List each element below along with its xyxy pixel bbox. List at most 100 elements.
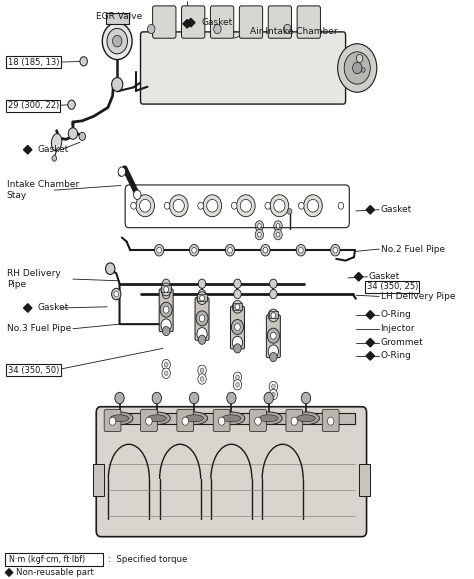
FancyBboxPatch shape bbox=[239, 6, 263, 38]
Circle shape bbox=[299, 247, 303, 253]
FancyBboxPatch shape bbox=[140, 32, 346, 104]
Circle shape bbox=[118, 167, 126, 176]
Circle shape bbox=[236, 383, 239, 387]
FancyBboxPatch shape bbox=[195, 298, 209, 340]
Ellipse shape bbox=[181, 412, 208, 424]
Circle shape bbox=[197, 292, 207, 305]
Ellipse shape bbox=[52, 134, 62, 151]
Circle shape bbox=[276, 223, 280, 228]
Circle shape bbox=[152, 393, 162, 404]
FancyBboxPatch shape bbox=[266, 315, 280, 358]
Circle shape bbox=[255, 229, 264, 240]
Circle shape bbox=[236, 375, 239, 380]
Circle shape bbox=[161, 283, 171, 296]
Polygon shape bbox=[355, 273, 363, 281]
Circle shape bbox=[198, 335, 206, 345]
FancyBboxPatch shape bbox=[286, 409, 303, 431]
Polygon shape bbox=[183, 20, 191, 28]
Circle shape bbox=[164, 202, 170, 209]
Circle shape bbox=[157, 247, 162, 253]
Circle shape bbox=[268, 309, 278, 322]
FancyBboxPatch shape bbox=[213, 409, 230, 431]
Text: 34 (350, 50): 34 (350, 50) bbox=[8, 366, 59, 375]
Text: Gasket: Gasket bbox=[381, 206, 412, 214]
Text: No.3 Fuel Pipe: No.3 Fuel Pipe bbox=[7, 324, 71, 334]
Polygon shape bbox=[366, 338, 374, 347]
Circle shape bbox=[164, 287, 168, 292]
FancyBboxPatch shape bbox=[250, 409, 266, 431]
Circle shape bbox=[235, 304, 240, 310]
Circle shape bbox=[353, 62, 362, 74]
Circle shape bbox=[164, 306, 169, 313]
Circle shape bbox=[272, 393, 275, 397]
FancyBboxPatch shape bbox=[268, 6, 292, 38]
Text: No.2 Fuel Pipe: No.2 Fuel Pipe bbox=[381, 244, 445, 254]
Polygon shape bbox=[5, 569, 13, 576]
Text: N·m (kgf·cm, ft·lbf): N·m (kgf·cm, ft·lbf) bbox=[9, 555, 85, 564]
Circle shape bbox=[164, 371, 168, 376]
Circle shape bbox=[257, 223, 261, 228]
Circle shape bbox=[231, 320, 244, 335]
Circle shape bbox=[231, 202, 237, 209]
Circle shape bbox=[200, 295, 204, 301]
Circle shape bbox=[162, 360, 170, 370]
Circle shape bbox=[270, 290, 277, 299]
Circle shape bbox=[198, 365, 206, 376]
Ellipse shape bbox=[143, 412, 170, 424]
Circle shape bbox=[199, 315, 205, 322]
Text: Injector: Injector bbox=[381, 324, 415, 334]
Circle shape bbox=[164, 362, 168, 367]
Circle shape bbox=[196, 311, 208, 326]
Circle shape bbox=[269, 390, 278, 400]
Circle shape bbox=[52, 156, 56, 162]
Text: Grommet: Grommet bbox=[381, 338, 423, 347]
Circle shape bbox=[162, 368, 170, 379]
Circle shape bbox=[115, 393, 124, 404]
Polygon shape bbox=[366, 351, 374, 360]
Circle shape bbox=[255, 221, 264, 231]
Ellipse shape bbox=[297, 415, 315, 422]
Circle shape bbox=[161, 319, 171, 332]
Text: RH Delivery
Pipe: RH Delivery Pipe bbox=[7, 269, 61, 289]
Ellipse shape bbox=[255, 412, 282, 424]
Circle shape bbox=[272, 384, 275, 389]
FancyBboxPatch shape bbox=[230, 306, 245, 349]
Circle shape bbox=[337, 44, 377, 92]
Text: O-Ring: O-Ring bbox=[381, 351, 411, 360]
Ellipse shape bbox=[169, 195, 188, 217]
Circle shape bbox=[147, 24, 155, 34]
Circle shape bbox=[200, 368, 204, 373]
Circle shape bbox=[197, 328, 207, 340]
Text: Non-reusable part: Non-reusable part bbox=[16, 568, 93, 577]
Circle shape bbox=[80, 57, 87, 66]
Ellipse shape bbox=[304, 195, 322, 217]
Circle shape bbox=[163, 290, 170, 299]
Ellipse shape bbox=[292, 412, 319, 424]
Circle shape bbox=[261, 244, 270, 256]
Ellipse shape bbox=[110, 415, 129, 422]
Circle shape bbox=[68, 128, 78, 140]
FancyBboxPatch shape bbox=[140, 409, 157, 431]
Circle shape bbox=[102, 23, 132, 60]
Ellipse shape bbox=[139, 199, 151, 212]
Bar bbox=[197, 294, 207, 301]
Circle shape bbox=[228, 247, 232, 253]
Bar bbox=[162, 285, 171, 292]
FancyBboxPatch shape bbox=[177, 409, 194, 431]
Circle shape bbox=[328, 417, 334, 425]
FancyBboxPatch shape bbox=[153, 6, 176, 38]
Circle shape bbox=[155, 244, 164, 256]
Circle shape bbox=[198, 202, 203, 209]
Circle shape bbox=[233, 372, 242, 383]
Circle shape bbox=[356, 54, 363, 63]
Polygon shape bbox=[187, 19, 195, 27]
Circle shape bbox=[338, 202, 344, 209]
FancyBboxPatch shape bbox=[159, 289, 173, 332]
Circle shape bbox=[131, 202, 137, 209]
Circle shape bbox=[287, 208, 292, 214]
Circle shape bbox=[344, 52, 370, 84]
Polygon shape bbox=[24, 145, 32, 154]
Polygon shape bbox=[366, 311, 374, 319]
Circle shape bbox=[270, 279, 277, 288]
Circle shape bbox=[271, 332, 276, 339]
